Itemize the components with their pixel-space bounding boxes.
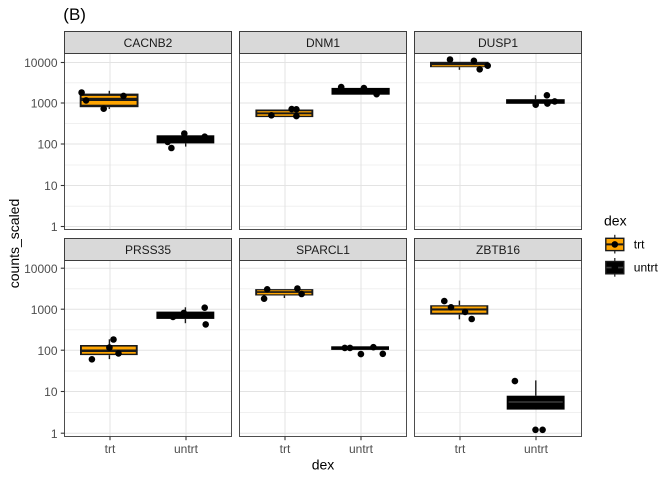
- svg-text:ZBTB16: ZBTB16: [476, 243, 520, 257]
- svg-text:trt: trt: [105, 442, 116, 456]
- svg-text:10: 10: [44, 179, 58, 193]
- svg-text:100: 100: [37, 138, 57, 152]
- svg-text:100: 100: [37, 344, 57, 358]
- svg-text:trt: trt: [455, 442, 466, 456]
- svg-text:trt: trt: [634, 238, 645, 252]
- svg-text:(B): (B): [63, 5, 86, 24]
- svg-text:DUSP1: DUSP1: [478, 36, 518, 50]
- svg-text:dex: dex: [312, 457, 335, 473]
- svg-text:untrt: untrt: [524, 442, 549, 456]
- svg-text:10000: 10000: [24, 56, 58, 70]
- svg-text:dex: dex: [604, 212, 627, 228]
- svg-text:1000: 1000: [31, 97, 58, 111]
- svg-text:10: 10: [44, 385, 58, 399]
- svg-text:CACNB2: CACNB2: [124, 36, 173, 50]
- svg-text:1: 1: [51, 427, 58, 441]
- svg-text:1000: 1000: [31, 303, 58, 317]
- svg-text:trt: trt: [280, 442, 291, 456]
- svg-text:PRSS35: PRSS35: [125, 243, 171, 257]
- svg-text:DNM1: DNM1: [306, 36, 340, 50]
- svg-text:untrt: untrt: [349, 442, 374, 456]
- svg-text:10000: 10000: [24, 262, 58, 276]
- svg-text:untrt: untrt: [174, 442, 199, 456]
- svg-text:counts_scaled: counts_scaled: [6, 199, 22, 289]
- svg-text:1: 1: [51, 220, 58, 234]
- svg-text:untrt: untrt: [634, 261, 659, 275]
- svg-text:SPARCL1: SPARCL1: [296, 243, 350, 257]
